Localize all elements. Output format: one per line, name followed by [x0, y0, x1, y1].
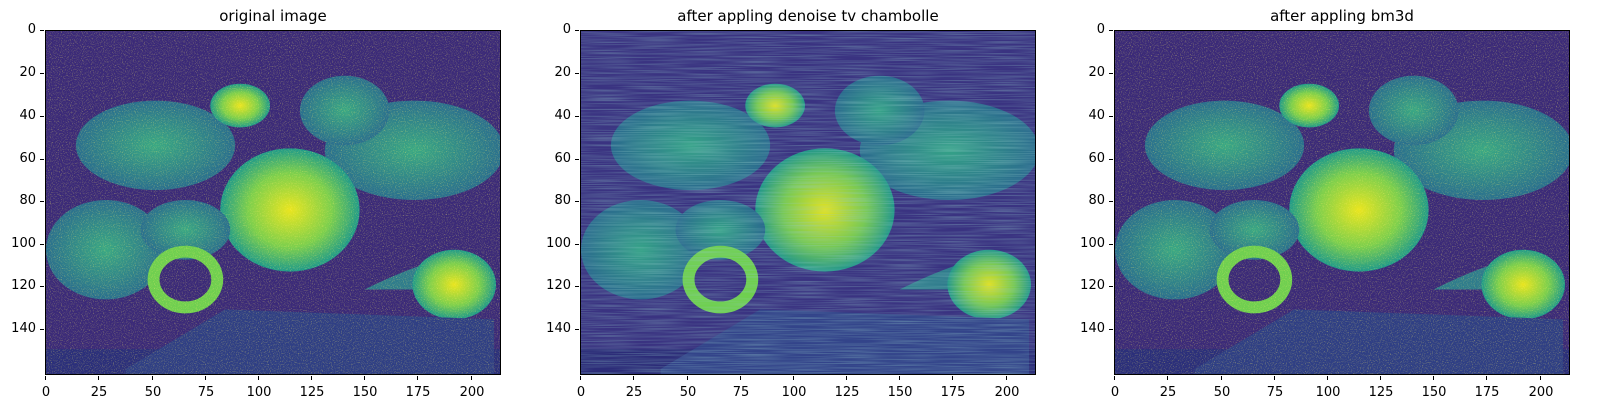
x-tick: 175: [1472, 376, 1502, 400]
x-tick: 100: [1313, 376, 1343, 400]
bm3d-image: [1114, 30, 1570, 375]
x-tick: 25: [1153, 376, 1183, 400]
y-tick: 0: [6, 22, 44, 37]
x-tick: 0: [566, 376, 596, 400]
y-tick: 120: [1075, 278, 1113, 293]
x-tick: 25: [619, 376, 649, 400]
y-tick: 20: [6, 65, 44, 80]
y-tick: 120: [541, 278, 579, 293]
x-tick: 100: [244, 376, 274, 400]
x-tick: 200: [1526, 376, 1556, 400]
x-tick: 150: [885, 376, 915, 400]
y-tick: 140: [541, 321, 579, 336]
y-tick: 0: [1075, 22, 1113, 37]
y-tick: 60: [1075, 151, 1113, 166]
x-tick: 50: [673, 376, 703, 400]
y-tick: 80: [1075, 193, 1113, 208]
x-tick: 0: [1100, 376, 1130, 400]
x-tick: 200: [457, 376, 487, 400]
y-tick: 60: [541, 151, 579, 166]
y-tick: 100: [1075, 236, 1113, 251]
y-tick: 0: [541, 22, 579, 37]
x-tick: 0: [31, 376, 61, 400]
x-tick: 75: [726, 376, 756, 400]
panel-title: after appling denoise tv chambolle: [677, 7, 939, 25]
y-tick: 100: [541, 236, 579, 251]
x-tick: 100: [779, 376, 809, 400]
x-tick: 125: [832, 376, 862, 400]
x-tick: 175: [938, 376, 968, 400]
y-tick: 140: [6, 321, 44, 336]
x-tick: 125: [1366, 376, 1396, 400]
x-tick: 25: [84, 376, 114, 400]
y-tick: 40: [1075, 108, 1113, 123]
peppers-image: [46, 31, 500, 374]
peppers-image: [1115, 31, 1569, 374]
x-tick: 50: [1207, 376, 1237, 400]
y-tick: 80: [541, 193, 579, 208]
y-tick: 100: [6, 236, 44, 251]
x-tick: 200: [992, 376, 1022, 400]
x-tick: 175: [403, 376, 433, 400]
panel-original: original image: [0, 0, 520, 407]
y-tick: 80: [6, 193, 44, 208]
panel-title: original image: [219, 7, 327, 25]
y-tick: 40: [541, 108, 579, 123]
x-tick: 125: [297, 376, 327, 400]
y-tick: 120: [6, 278, 44, 293]
peppers-image: [581, 31, 1035, 374]
y-tick: 40: [6, 108, 44, 123]
x-tick: 150: [1419, 376, 1449, 400]
tv-chambolle-image: [580, 30, 1036, 375]
panel-title: after appling bm3d: [1270, 7, 1414, 25]
y-tick: 60: [6, 151, 44, 166]
panel-tv-chambolle: after appling denoise tv chambolle: [535, 0, 1055, 407]
y-tick: 140: [1075, 321, 1113, 336]
original-image: [45, 30, 501, 375]
x-tick: 50: [138, 376, 168, 400]
x-tick: 150: [350, 376, 380, 400]
y-tick: 20: [1075, 65, 1113, 80]
x-tick: 75: [191, 376, 221, 400]
x-tick: 75: [1260, 376, 1290, 400]
panel-bm3d: after appling bm3d: [1069, 0, 1589, 407]
y-tick: 20: [541, 65, 579, 80]
